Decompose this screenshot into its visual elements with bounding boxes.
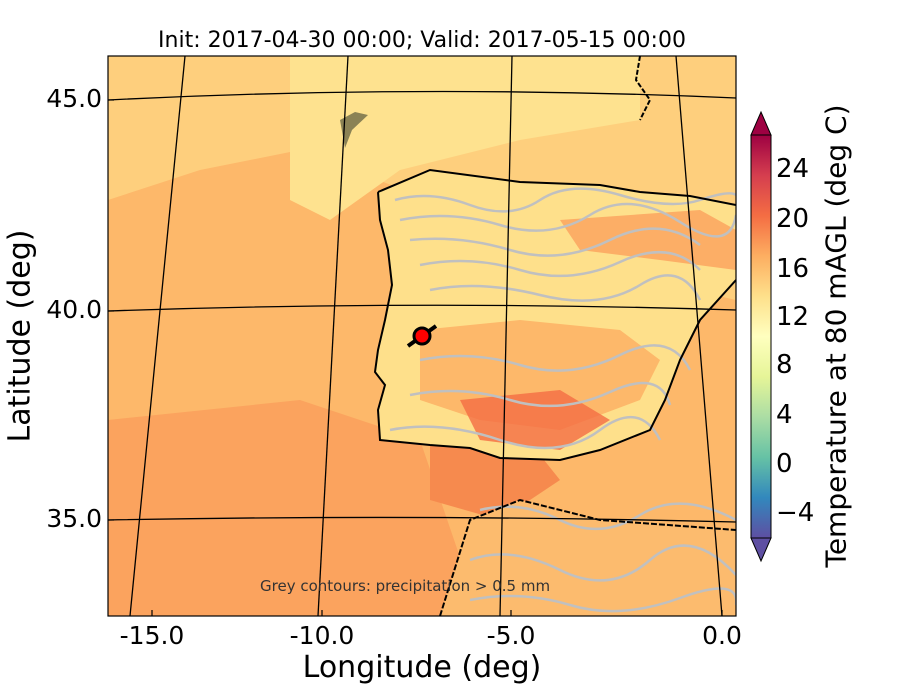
lon-tick-label: -15.0 (119, 621, 185, 650)
colorbar-tick-label: 16 (776, 254, 810, 284)
graticule (108, 56, 736, 616)
colorbar-tick-label: 0 (776, 449, 793, 479)
colorbar-min-extend (750, 537, 772, 563)
map-field (108, 56, 736, 616)
precipitation-contours (389, 187, 736, 613)
france-coastline (634, 56, 652, 121)
lat-tick-label: 35.0 (46, 504, 102, 533)
cool-north-area (290, 56, 640, 220)
x-axis-label: Longitude (deg) (302, 650, 542, 685)
colorbar-tick-label: 24 (776, 154, 810, 184)
colorbar-tick-label: 4 (776, 400, 793, 430)
plot-frame (107, 55, 737, 617)
lat-tick-label: 40.0 (46, 295, 102, 324)
map-title: Init: 2017-04-30 00:00; Valid: 2017-05-1… (158, 28, 686, 53)
colorbar-tick-label: 12 (776, 302, 810, 332)
colorbar-tick-label: 8 (776, 350, 793, 380)
colorbar-tick-label: −4 (776, 498, 815, 528)
precipitation-annotation: Grey contours: precipitation > 0.5 mm (260, 577, 551, 595)
colorbar-label-text: Temperature at 80 mAGL (deg C) (819, 104, 853, 568)
africa-land (440, 500, 736, 616)
colorbar-tick-label: 20 (776, 204, 810, 234)
iberia-coastline (373, 168, 736, 462)
red-circle-marker (412, 326, 432, 346)
highland-patch (340, 112, 368, 148)
lon-tick-label: 0.0 (702, 621, 742, 650)
colorbar-scale (750, 134, 772, 539)
axis-ticks (108, 99, 723, 616)
colorbar (750, 110, 772, 563)
lat-tick-label: 45.0 (46, 84, 102, 113)
warm-south-ocean (108, 400, 480, 616)
africa-coastline (439, 498, 736, 616)
lon-tick-label: -5.0 (486, 621, 536, 650)
lon-tick-label: -10.0 (289, 621, 355, 650)
colorbar-max-extend (750, 110, 772, 136)
y-axis-label-text: Latitude (deg) (2, 229, 38, 443)
